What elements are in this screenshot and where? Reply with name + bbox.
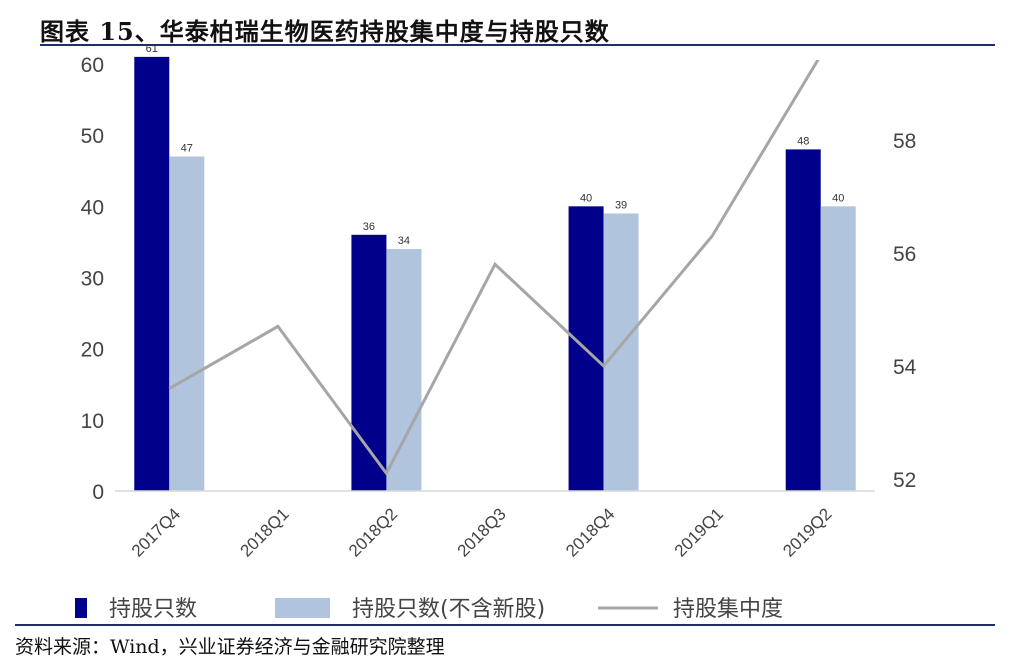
right-tick-label: 52 bbox=[893, 469, 916, 492]
left-tick-label: 20 bbox=[81, 339, 104, 362]
source-note: 资料来源：Wind，兴业证券经济与金融研究院整理 bbox=[15, 636, 445, 658]
legend: 持股只数 持股只数(不含新股) 持股集中度 bbox=[75, 597, 783, 622]
bar bbox=[169, 156, 205, 491]
bar-data-label: 36 bbox=[363, 221, 375, 233]
bar bbox=[603, 213, 639, 491]
left-tick-label: 50 bbox=[81, 125, 104, 148]
left-tick-label: 0 bbox=[92, 481, 104, 504]
source-bar: 资料来源：Wind，兴业证券经济与金融研究院整理 bbox=[15, 624, 995, 658]
bar bbox=[134, 56, 170, 492]
line-series bbox=[168, 60, 820, 477]
left-tick-label: 60 bbox=[81, 54, 104, 77]
right-tick-label: 54 bbox=[893, 356, 917, 379]
right-tick-label: 56 bbox=[893, 243, 916, 266]
page-title: 图表 15、华泰柏瑞生物医药持股集中度与持股只数 bbox=[40, 17, 610, 46]
right-axis: 52 54 56 58 bbox=[893, 130, 917, 492]
x-tick-label: 2018Q1 bbox=[236, 504, 292, 560]
bar-data-label: 40 bbox=[580, 192, 592, 204]
legend-label: 持股集中度 bbox=[673, 597, 783, 622]
legend-label: 持股只数(不含新股) bbox=[352, 597, 545, 622]
bar bbox=[785, 149, 821, 491]
legend-swatch bbox=[275, 598, 330, 618]
bar-data-label: 34 bbox=[398, 235, 410, 247]
bar bbox=[820, 206, 856, 492]
left-tick-label: 10 bbox=[81, 410, 104, 433]
x-tick-label: 2017Q4 bbox=[128, 504, 184, 560]
bar-data-label: 61 bbox=[146, 43, 158, 55]
bar bbox=[351, 234, 387, 492]
x-axis: 2017Q4 2018Q1 2018Q2 2018Q3 2018Q4 2019Q1 2019… bbox=[115, 490, 875, 561]
legend-label: 持股只数 bbox=[109, 597, 197, 622]
legend-swatch bbox=[75, 598, 87, 618]
bar bbox=[386, 249, 422, 491]
x-tick-label: 2018Q4 bbox=[562, 504, 618, 560]
x-tick-label: 2019Q1 bbox=[671, 504, 727, 560]
line-series-path bbox=[168, 60, 820, 477]
bar-data-label: 39 bbox=[615, 199, 627, 211]
x-tick-label: 2019Q2 bbox=[779, 504, 835, 560]
left-tick-label: 40 bbox=[81, 196, 104, 219]
left-axis: 0 10 20 30 40 50 60 bbox=[81, 54, 104, 504]
bars: 61 47 36 34 40 39 48 40 bbox=[134, 43, 856, 492]
bar-data-label: 40 bbox=[832, 192, 844, 204]
title-bar: 图表 15、华泰柏瑞生物医药持股集中度与持股只数 bbox=[40, 8, 995, 46]
bar-data-label: 48 bbox=[797, 135, 809, 147]
bar-data-label: 47 bbox=[181, 143, 193, 155]
right-tick-label: 58 bbox=[893, 130, 916, 153]
x-tick-label: 2018Q3 bbox=[454, 504, 510, 560]
left-tick-label: 30 bbox=[81, 268, 104, 291]
x-tick-label: 2018Q2 bbox=[345, 504, 401, 560]
